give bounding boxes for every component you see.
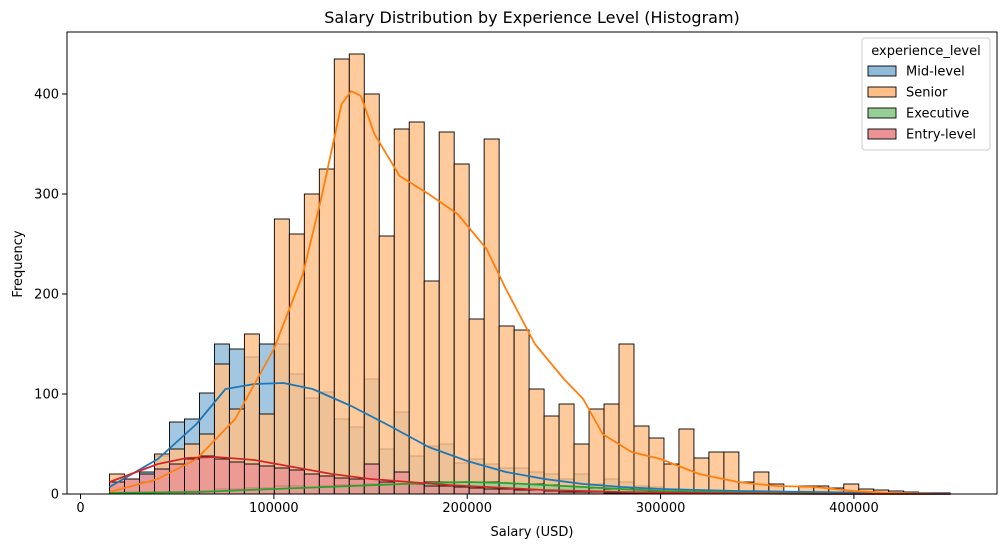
axes: 0 100000 200000 300000 400000 0 100 200 300 400 xyxy=(34,31,998,516)
histogram-bar xyxy=(648,437,665,495)
histogram-bar xyxy=(723,451,740,495)
histogram-bar xyxy=(318,475,335,495)
histogram-bar xyxy=(513,489,530,495)
plot-area xyxy=(109,53,951,495)
x-tick-label: 0 xyxy=(76,501,84,516)
histogram-bar xyxy=(708,451,725,495)
histogram-bar xyxy=(273,218,290,495)
histogram-bar xyxy=(408,483,425,495)
kde-line-0 xyxy=(109,382,951,494)
histogram-bar xyxy=(678,428,695,495)
histogram-bar xyxy=(288,469,305,495)
histogram-bar xyxy=(633,425,650,495)
plot-frame xyxy=(66,31,998,495)
histogram-bar xyxy=(393,128,410,495)
x-axis-label: Salary (USD) xyxy=(491,525,574,540)
histogram-bar xyxy=(483,488,500,495)
histogram-bar xyxy=(198,455,215,495)
histogram-bar xyxy=(378,235,395,495)
histogram-bar xyxy=(213,458,230,495)
histogram-bar xyxy=(318,168,335,495)
x-tick-label: 200000 xyxy=(442,501,492,516)
histogram-bar xyxy=(603,403,620,495)
histogram-bar xyxy=(348,53,365,495)
legend-swatch xyxy=(867,128,897,140)
legend-swatch xyxy=(867,86,897,98)
chart-title: Salary Distribution by Experience Level … xyxy=(324,8,740,27)
histogram-bar xyxy=(288,233,305,495)
legend-swatch xyxy=(867,65,897,77)
x-tick-label: 100000 xyxy=(249,501,299,516)
histogram-bar xyxy=(543,415,560,495)
histogram-bar xyxy=(423,280,440,495)
kde-line-3 xyxy=(109,456,951,495)
legend-swatch xyxy=(867,107,897,119)
histogram-bar xyxy=(498,325,515,495)
histogram-bar xyxy=(618,343,635,495)
histogram-bar xyxy=(513,329,530,495)
histogram-bar xyxy=(423,485,440,495)
histogram-bar xyxy=(154,468,170,495)
series-bars-1 xyxy=(109,53,950,495)
legend: experience_level Mid-level Senior Executive… xyxy=(861,37,991,151)
y-tick-label: 100 xyxy=(34,388,59,403)
legend-label: Mid-level xyxy=(906,65,965,80)
histogram-bar xyxy=(468,487,485,495)
histogram-bar xyxy=(303,473,320,495)
y-tick-label: 0 xyxy=(51,488,59,503)
y-tick-label: 400 xyxy=(34,88,59,103)
legend-label: Entry-level xyxy=(906,128,976,143)
histogram-bar xyxy=(228,461,245,495)
y-tick-label: 300 xyxy=(34,188,59,203)
histogram-bar xyxy=(453,486,470,495)
histogram-bar xyxy=(438,485,455,495)
legend-label: Senior xyxy=(906,86,948,101)
kde-line-1 xyxy=(109,90,951,495)
y-axis-label: Frequency xyxy=(11,230,26,297)
histogram-bar xyxy=(468,318,485,495)
legend-title: experience_level xyxy=(871,44,980,59)
histogram-bar xyxy=(498,488,515,495)
x-tick-label: 300000 xyxy=(636,501,686,516)
histogram-bar xyxy=(273,467,290,495)
histogram-bar xyxy=(363,93,380,495)
histogram-bar xyxy=(438,131,455,495)
histogram-bar xyxy=(483,138,500,495)
y-tick-label: 200 xyxy=(34,288,59,303)
legend-label: Executive xyxy=(906,107,969,122)
x-tick-label: 400000 xyxy=(829,501,879,516)
